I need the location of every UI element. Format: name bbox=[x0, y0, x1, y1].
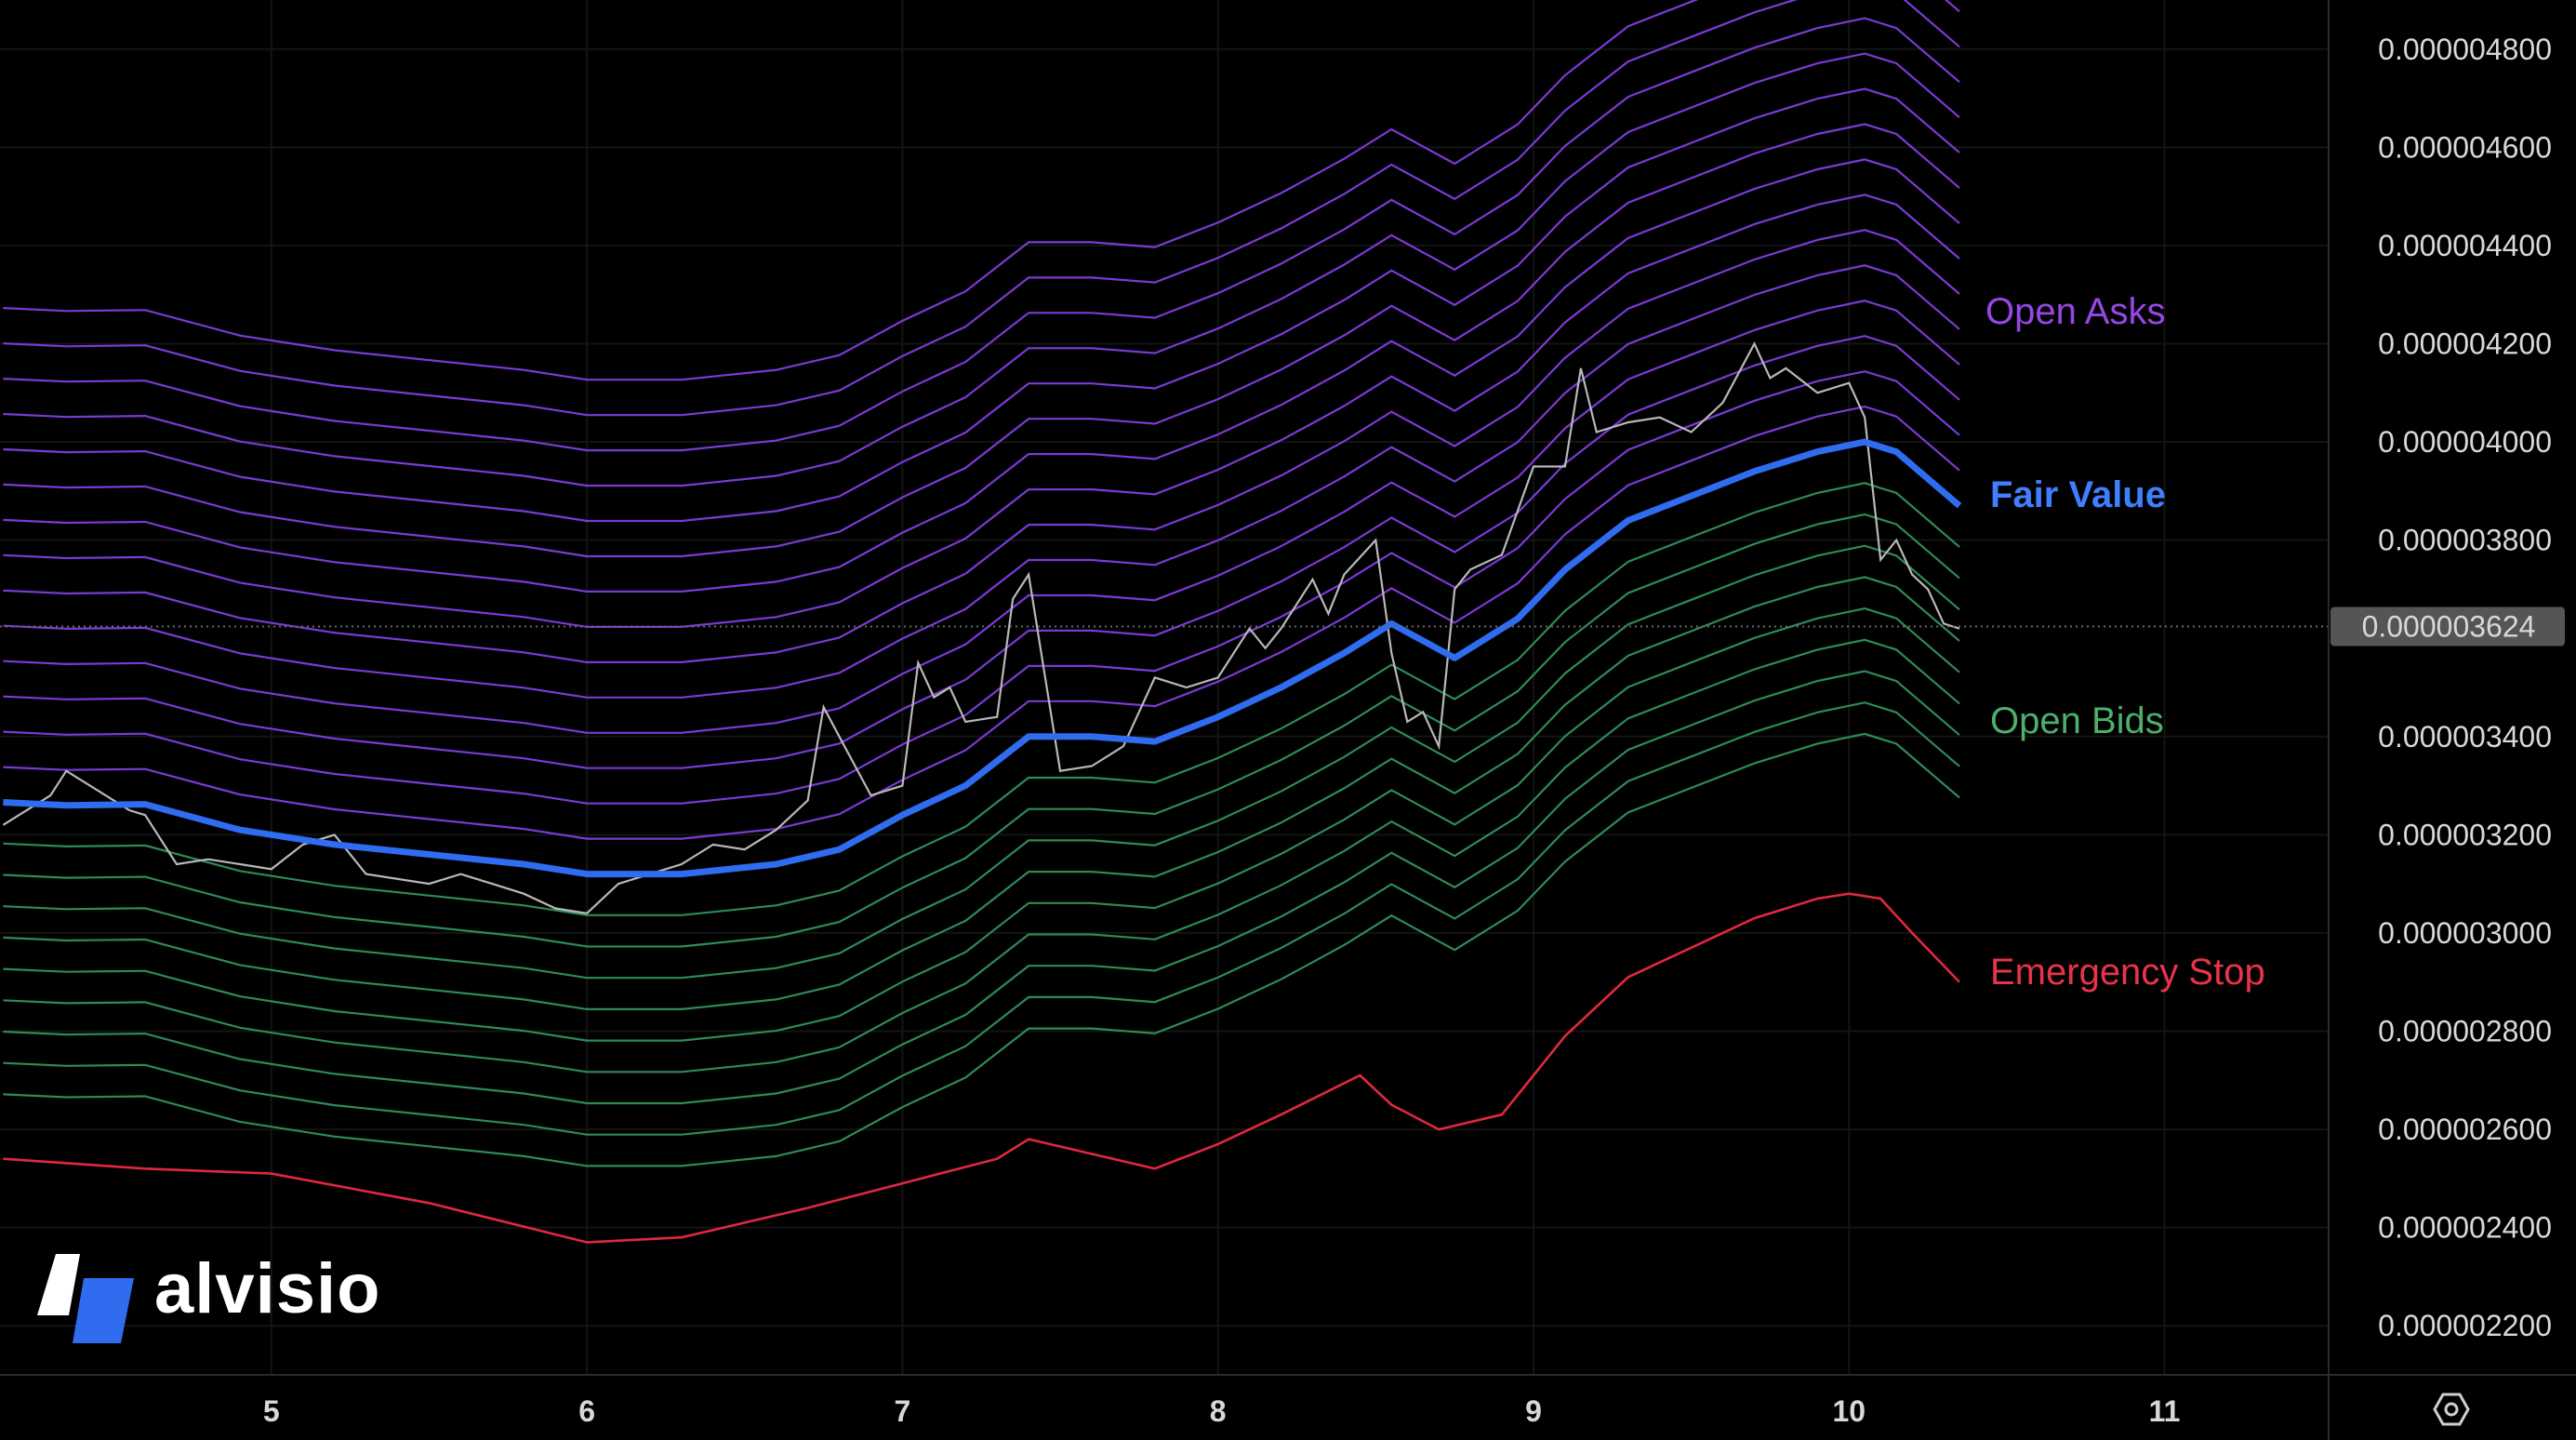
price-line bbox=[2, 341, 1960, 914]
emergency-stop-label: Emergency Stop bbox=[1990, 952, 2265, 993]
y-tick-label: 0.000002200 bbox=[2378, 1309, 2552, 1342]
current-price-badge: 0.000003624 bbox=[2330, 607, 2565, 647]
y-tick-label: 0.000004000 bbox=[2378, 425, 2552, 459]
y-tick-label: 0.000003200 bbox=[2378, 818, 2552, 851]
x-tick-label: 7 bbox=[894, 1394, 910, 1428]
x-tick-label: 9 bbox=[1525, 1394, 1542, 1428]
ask-band-line bbox=[3, 0, 1960, 417]
bid-band-line bbox=[3, 482, 1960, 916]
bid-band-line bbox=[3, 544, 1960, 980]
bid-band-line bbox=[3, 701, 1960, 1136]
fair-value-series bbox=[3, 438, 1962, 878]
bid-band-line bbox=[3, 607, 1960, 1042]
y-tick-label: 0.000004800 bbox=[2378, 33, 2552, 66]
y-tick-label: 0.000003400 bbox=[2378, 720, 2552, 753]
fair-value-label: Fair Value bbox=[1990, 474, 2166, 515]
bid-band-line bbox=[3, 732, 1960, 1167]
alvisio-logo-icon bbox=[37, 1254, 134, 1343]
bid-band-line bbox=[3, 576, 1960, 1010]
ask-band-line bbox=[3, 405, 1960, 840]
bid-band-line bbox=[3, 638, 1960, 1073]
y-tick-label: 0.000003800 bbox=[2378, 524, 2552, 557]
ask-band-line bbox=[3, 229, 1960, 663]
ask-band-line bbox=[3, 300, 1960, 734]
y-axis[interactable]: 0.000004800 0.000004600 0.000004400 0.00000… bbox=[2378, 33, 2552, 1342]
open-asks-label: Open Asks bbox=[1985, 291, 2165, 332]
ask-band-line bbox=[3, 193, 1960, 628]
x-tick-label: 11 bbox=[2149, 1394, 2181, 1428]
x-tick-label: 10 bbox=[1832, 1394, 1866, 1428]
open-bids-label: Open Bids bbox=[1990, 700, 2164, 741]
current-price-label: 0.000003624 bbox=[2362, 610, 2536, 644]
price-series bbox=[2, 341, 1960, 914]
x-tick-label: 5 bbox=[263, 1394, 280, 1428]
brand-name: alvisio bbox=[154, 1249, 381, 1328]
emergency-stop-line bbox=[3, 892, 1960, 1244]
fair-value-line bbox=[3, 438, 1962, 878]
y-tick-label: 0.000002800 bbox=[2378, 1015, 2552, 1048]
chart-grid bbox=[0, 0, 2329, 1375]
ask-band-line bbox=[3, 87, 1960, 523]
y-tick-label: 0.000003000 bbox=[2378, 916, 2552, 950]
settings-icon[interactable] bbox=[2433, 1393, 2470, 1426]
ask-band-line bbox=[3, 264, 1960, 699]
y-tick-label: 0.000002400 bbox=[2378, 1211, 2552, 1245]
ask-band-line bbox=[3, 335, 1960, 769]
y-tick-label: 0.000004600 bbox=[2378, 130, 2552, 164]
x-tick-label: 8 bbox=[1210, 1394, 1227, 1428]
ask-band-line bbox=[3, 0, 1960, 381]
bid-band-line bbox=[3, 513, 1960, 948]
y-tick-label: 0.000004200 bbox=[2378, 327, 2552, 361]
emergency-stop-series bbox=[3, 892, 1960, 1244]
x-axis[interactable]: 5 6 7 8 9 10 11 bbox=[263, 1394, 2181, 1428]
ask-band-line bbox=[3, 123, 1960, 558]
band-lines bbox=[3, 0, 1960, 1167]
ask-band-line bbox=[3, 158, 1960, 593]
x-tick-label: 6 bbox=[578, 1394, 595, 1428]
ask-band-line bbox=[3, 17, 1960, 452]
ask-band-line bbox=[3, 52, 1960, 487]
y-tick-label: 0.000004400 bbox=[2378, 229, 2552, 262]
y-tick-label: 0.000002600 bbox=[2378, 1113, 2552, 1146]
bid-band-line bbox=[3, 670, 1960, 1105]
